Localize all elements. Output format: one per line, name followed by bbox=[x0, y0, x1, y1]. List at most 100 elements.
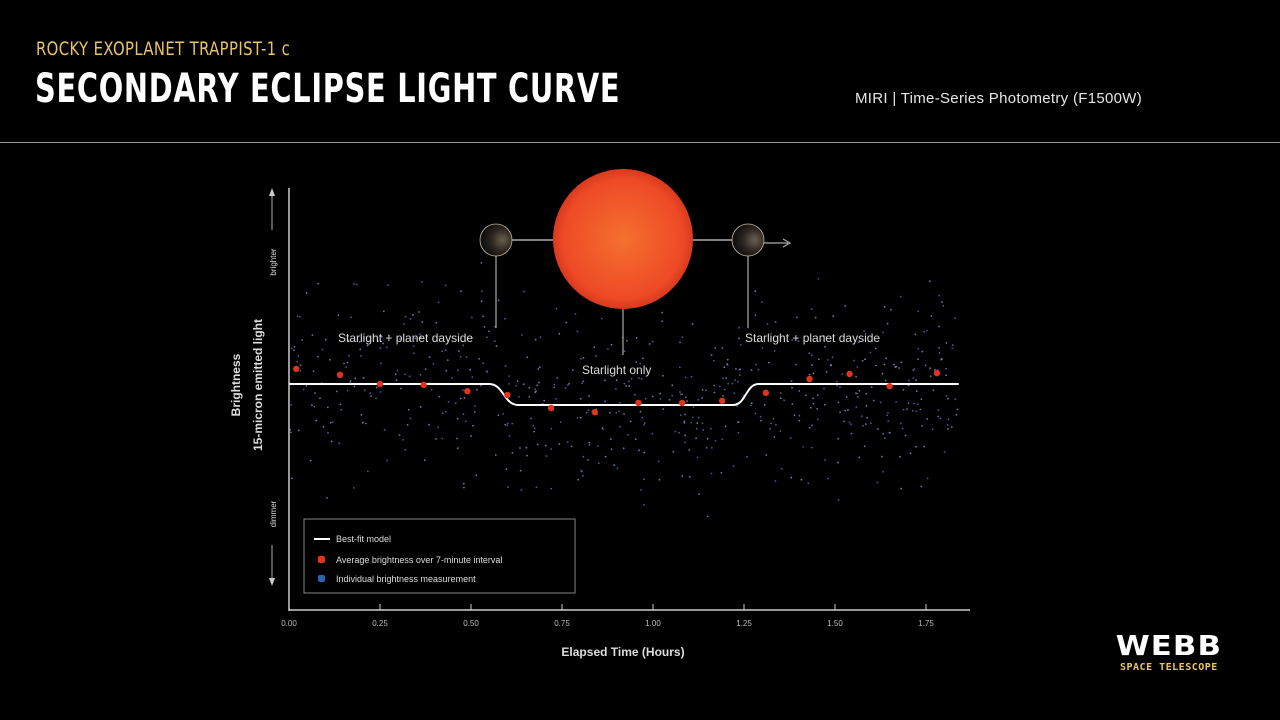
individual-point bbox=[882, 331, 884, 334]
individual-point bbox=[783, 399, 786, 402]
individual-point bbox=[911, 410, 914, 412]
individual-point bbox=[899, 295, 902, 298]
individual-point bbox=[684, 376, 687, 379]
individual-point bbox=[774, 423, 777, 426]
individual-point bbox=[685, 396, 687, 399]
individual-point bbox=[900, 487, 903, 490]
individual-point bbox=[798, 419, 801, 422]
individual-point bbox=[823, 387, 825, 390]
individual-point bbox=[558, 332, 561, 335]
x-tick-label: 0.75 bbox=[554, 619, 570, 628]
individual-point bbox=[661, 320, 664, 323]
individual-point bbox=[535, 486, 538, 489]
individual-point bbox=[370, 395, 372, 397]
individual-point bbox=[754, 290, 757, 293]
individual-point bbox=[732, 465, 735, 468]
individual-point bbox=[555, 398, 557, 400]
individual-point bbox=[366, 470, 369, 473]
individual-point bbox=[869, 351, 872, 354]
individual-point bbox=[808, 352, 811, 355]
individual-point bbox=[674, 430, 677, 433]
individual-point bbox=[519, 447, 521, 449]
individual-point bbox=[643, 422, 646, 424]
individual-point bbox=[597, 445, 599, 447]
dimmer-arrowhead-icon bbox=[269, 578, 275, 586]
individual-point bbox=[701, 422, 704, 425]
individual-point bbox=[807, 482, 810, 485]
individual-point bbox=[480, 300, 483, 303]
star-trappist-1 bbox=[553, 169, 693, 309]
individual-point bbox=[736, 380, 739, 383]
individual-point bbox=[615, 412, 618, 414]
individual-point bbox=[421, 321, 424, 323]
individual-point bbox=[456, 437, 458, 440]
individual-point bbox=[339, 403, 342, 406]
individual-point bbox=[326, 406, 329, 409]
individual-point bbox=[404, 373, 406, 376]
individual-point bbox=[887, 420, 890, 423]
individual-point bbox=[486, 371, 489, 373]
individual-point bbox=[317, 282, 320, 285]
individual-point bbox=[672, 450, 675, 453]
individual-point bbox=[550, 448, 553, 450]
individual-point bbox=[769, 427, 772, 430]
individual-point bbox=[568, 382, 571, 385]
individual-point bbox=[385, 346, 388, 349]
individual-point bbox=[535, 390, 537, 393]
individual-point bbox=[750, 369, 753, 371]
average-point bbox=[762, 389, 770, 397]
individual-point bbox=[409, 318, 412, 320]
individual-point bbox=[736, 405, 738, 408]
individual-point bbox=[914, 333, 917, 336]
individual-point bbox=[830, 363, 832, 366]
planet-after-eclipse bbox=[731, 223, 765, 257]
individual-point bbox=[497, 299, 500, 302]
individual-point bbox=[533, 430, 535, 433]
individual-point bbox=[581, 382, 583, 385]
individual-point bbox=[908, 379, 910, 382]
individual-point bbox=[856, 392, 858, 395]
individual-point bbox=[626, 340, 628, 342]
individual-point bbox=[887, 412, 889, 414]
individual-point bbox=[877, 428, 879, 430]
individual-point bbox=[765, 454, 768, 456]
individual-point bbox=[395, 379, 398, 382]
individual-point bbox=[369, 392, 372, 395]
individual-point bbox=[289, 428, 292, 431]
individual-point bbox=[945, 374, 947, 377]
individual-point bbox=[681, 475, 684, 478]
y-axis-label-group: Brightness 15-micron emitted light bbox=[229, 319, 265, 451]
individual-point bbox=[444, 284, 447, 287]
individual-point bbox=[525, 446, 528, 449]
individual-point bbox=[810, 406, 812, 409]
individual-point bbox=[381, 336, 383, 338]
average-point bbox=[933, 369, 941, 377]
individual-point bbox=[893, 363, 895, 366]
individual-point bbox=[713, 391, 716, 394]
individual-point bbox=[470, 435, 472, 437]
individual-point bbox=[505, 468, 508, 471]
individual-point bbox=[293, 346, 296, 348]
individual-point bbox=[564, 387, 567, 389]
individual-point bbox=[814, 316, 817, 319]
brighter-arrowhead-icon bbox=[269, 188, 275, 196]
individual-point bbox=[539, 336, 542, 338]
individual-point bbox=[622, 447, 625, 450]
individual-point bbox=[940, 358, 942, 361]
individual-point bbox=[553, 386, 555, 389]
individual-point bbox=[604, 400, 606, 403]
individual-point bbox=[355, 283, 358, 286]
individual-point bbox=[462, 344, 465, 347]
individual-point bbox=[683, 421, 686, 424]
individual-point bbox=[671, 394, 674, 397]
individual-point bbox=[882, 470, 885, 473]
individual-point bbox=[472, 424, 474, 427]
individual-point bbox=[330, 440, 333, 443]
individual-point bbox=[678, 431, 680, 434]
individual-point bbox=[640, 489, 642, 491]
individual-point bbox=[780, 392, 782, 394]
individual-point bbox=[921, 350, 924, 353]
individual-point bbox=[754, 314, 757, 316]
individual-point bbox=[520, 334, 523, 336]
individual-point bbox=[737, 431, 740, 434]
